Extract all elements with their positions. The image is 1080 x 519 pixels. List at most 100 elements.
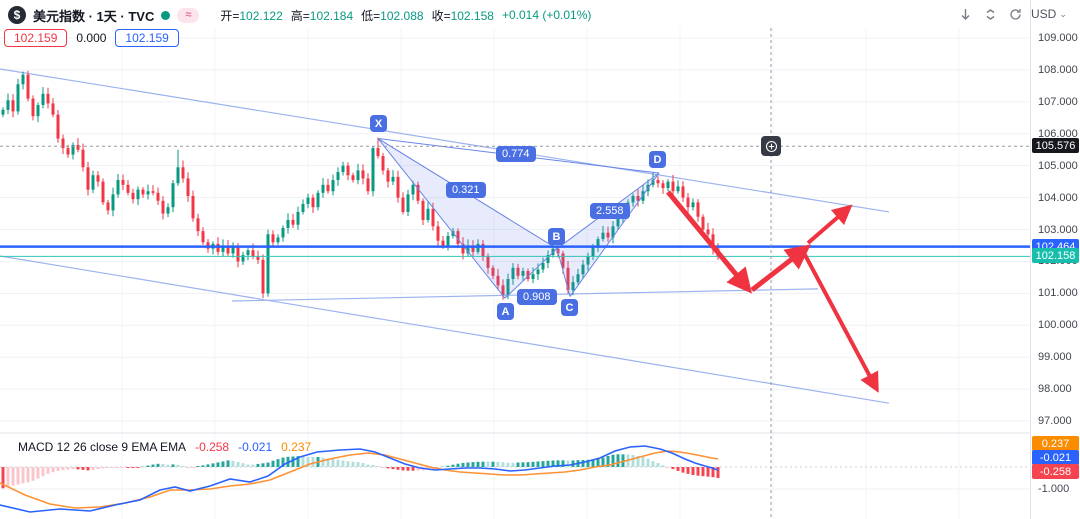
macd-histogram-bar bbox=[336, 459, 340, 467]
open-value: 102.122 bbox=[239, 8, 283, 23]
macd-histogram-bar bbox=[351, 461, 355, 467]
macd-histogram-bar bbox=[261, 463, 265, 467]
symbol-source-icon[interactable]: $ bbox=[8, 6, 26, 24]
trend-arrow[interactable] bbox=[802, 252, 879, 393]
candle-body bbox=[321, 184, 325, 193]
candle-body bbox=[456, 231, 460, 244]
pattern-line-cd[interactable] bbox=[569, 172, 660, 297]
currency-dropdown[interactable]: USD ⌄ bbox=[1031, 7, 1067, 21]
candle-body bbox=[341, 165, 345, 173]
macd-histogram-bar bbox=[236, 462, 240, 467]
high-label: 高= bbox=[290, 8, 310, 23]
macd-histogram-bar bbox=[146, 465, 150, 467]
candle-body bbox=[186, 178, 190, 197]
candle-body bbox=[241, 255, 245, 262]
crosshair-plus-icon[interactable] bbox=[761, 136, 781, 156]
pattern-point-x-label[interactable]: X bbox=[370, 115, 387, 132]
price-axis-label: 100.000 bbox=[1038, 319, 1078, 332]
macd-histogram-bar bbox=[661, 465, 665, 467]
open-label: 开= bbox=[220, 8, 240, 23]
candle-body bbox=[706, 229, 710, 235]
trend-arrow[interactable] bbox=[750, 244, 811, 292]
macd-histogram-bar bbox=[41, 467, 45, 477]
pattern-line-xa[interactable] bbox=[377, 138, 506, 299]
candle-body bbox=[416, 184, 420, 201]
macd-histogram-bar bbox=[481, 461, 485, 467]
candle-body bbox=[356, 170, 360, 181]
candle-body bbox=[296, 211, 300, 225]
candle-body bbox=[651, 180, 655, 185]
candle-body bbox=[411, 184, 415, 195]
trend-arrow[interactable] bbox=[806, 204, 853, 245]
pattern-point-b-label[interactable]: B bbox=[548, 228, 565, 245]
macd-histogram-bar bbox=[401, 467, 405, 471]
macd-histogram-bar bbox=[386, 467, 390, 469]
sell-price-button[interactable]: 102.159 bbox=[4, 29, 68, 47]
macd-histogram-bar bbox=[1, 467, 5, 489]
candle-body bbox=[526, 271, 530, 279]
price-axis[interactable]: 105.576 102.464 102.158 0.237 -0.021 -0.… bbox=[1030, 0, 1080, 519]
macd-histogram-bar bbox=[296, 456, 300, 467]
price-axis-label: 109.000 bbox=[1038, 32, 1078, 44]
candle-body bbox=[436, 226, 440, 241]
arrow-down-icon[interactable] bbox=[956, 5, 974, 23]
macd-histogram-bar bbox=[341, 460, 345, 467]
channel-upper-trendline[interactable] bbox=[0, 68, 890, 213]
macd-histogram-bar bbox=[166, 464, 170, 467]
candle-body bbox=[121, 180, 125, 185]
candle-body bbox=[396, 176, 400, 198]
pattern-ratio-xb[interactable]: 0.321 bbox=[446, 182, 486, 198]
macd-histogram-bar bbox=[106, 467, 110, 468]
pattern-point-c-label[interactable]: C bbox=[561, 299, 578, 316]
candle-body bbox=[376, 148, 380, 157]
candle-body bbox=[271, 234, 275, 243]
channel-lower-trendline[interactable] bbox=[0, 255, 890, 404]
trend-arrow[interactable] bbox=[666, 190, 752, 294]
macd-histogram-bar bbox=[436, 467, 440, 469]
candle-body bbox=[406, 194, 410, 212]
macd-histogram-bar bbox=[6, 467, 10, 488]
candle-body bbox=[656, 180, 660, 184]
pattern-line-ab[interactable] bbox=[504, 248, 558, 299]
refresh-icon[interactable] bbox=[1006, 5, 1024, 23]
symbol-title[interactable]: 美元指数 · 1天 · TVC bbox=[33, 8, 155, 24]
candle-body bbox=[61, 138, 65, 149]
candle-body bbox=[601, 232, 605, 240]
candle-body bbox=[11, 100, 15, 112]
macd-histogram-bar bbox=[291, 456, 295, 467]
collapse-icon[interactable] bbox=[981, 5, 999, 23]
macd-title[interactable]: MACD 12 26 close 9 EMA EMA bbox=[18, 440, 187, 454]
macd-histogram-bar bbox=[346, 461, 350, 467]
candle-body bbox=[461, 243, 465, 254]
macd-line-value: -0.021 bbox=[238, 440, 273, 454]
macd-histogram-bar bbox=[151, 464, 155, 467]
pattern-ratio-xd[interactable]: 0.774 bbox=[496, 146, 536, 162]
candle-body bbox=[141, 189, 145, 195]
macd-histogram-bar bbox=[466, 462, 470, 467]
pattern-xab-fill[interactable] bbox=[378, 138, 557, 299]
candle-body bbox=[446, 235, 450, 246]
candle-body bbox=[261, 259, 265, 294]
candle-body bbox=[191, 196, 195, 219]
macd-histogram-bar bbox=[591, 459, 595, 467]
pattern-ratio-ac[interactable]: 0.908 bbox=[517, 289, 557, 305]
delayed-data-badge[interactable]: ≈ bbox=[177, 7, 200, 23]
pattern-bcd-fill[interactable] bbox=[557, 173, 659, 297]
buy-price-button[interactable]: 102.159 bbox=[115, 29, 179, 47]
candle-body bbox=[46, 93, 50, 104]
macd-histogram-bar bbox=[246, 464, 250, 467]
macd-histogram-bar bbox=[676, 467, 680, 471]
pattern-ratio-bd[interactable]: 2.558 bbox=[590, 203, 630, 219]
candle-body bbox=[251, 250, 255, 257]
candle-body bbox=[151, 191, 155, 193]
candle-body bbox=[131, 192, 135, 200]
candle-body bbox=[16, 84, 20, 112]
macd-histogram-bar bbox=[456, 463, 460, 467]
candle-body bbox=[86, 167, 90, 190]
macd-histogram-bar bbox=[256, 463, 260, 467]
macd-histogram-bar bbox=[111, 467, 115, 468]
macd-histogram-bar bbox=[116, 467, 120, 468]
pattern-point-d-label[interactable]: D bbox=[649, 151, 666, 168]
pattern-point-a-label[interactable]: A bbox=[497, 303, 514, 320]
